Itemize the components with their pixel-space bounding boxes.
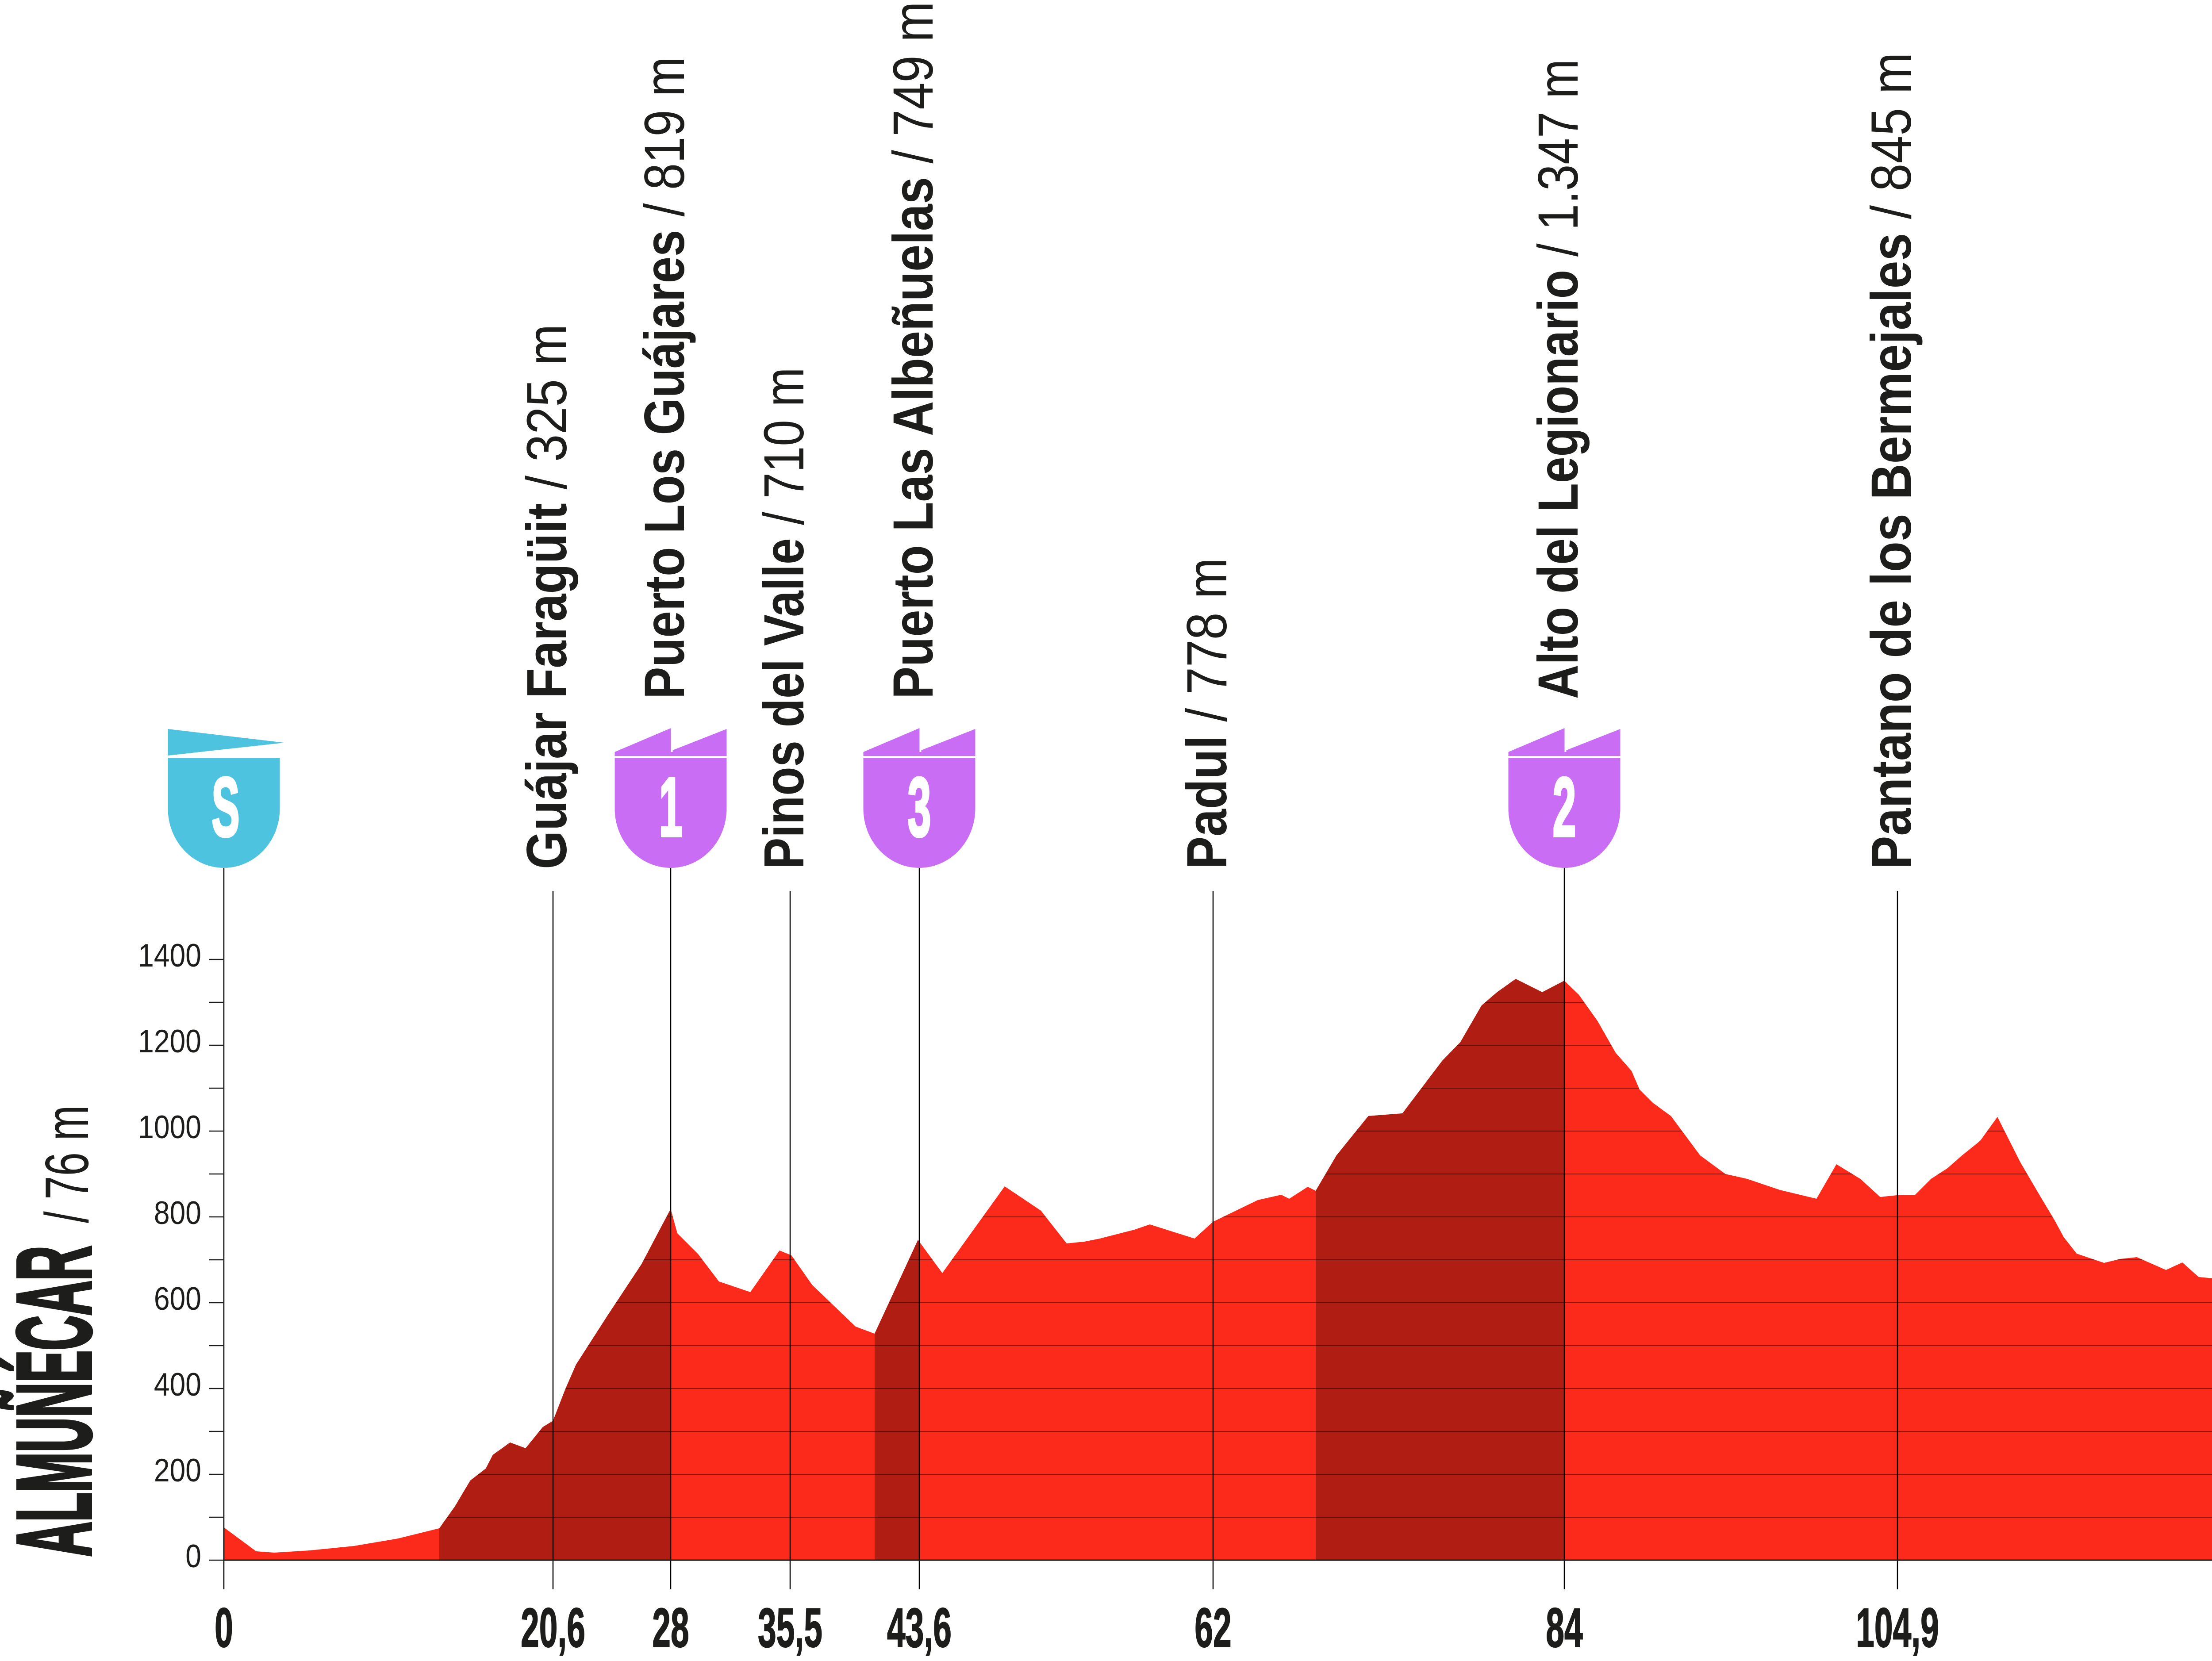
svg-text:200: 200 (154, 1452, 201, 1488)
svg-text:0: 0 (185, 1538, 201, 1574)
svg-text:Pantano de los Bermejales / 84: Pantano de los Bermejales / 845 m (1859, 52, 1923, 869)
svg-text:1000: 1000 (138, 1109, 201, 1145)
svg-text:Pinos del Valle / 710 m: Pinos del Valle / 710 m (752, 367, 815, 869)
svg-text:Alto del Legionario / 1.347 m: Alto del Legionario / 1.347 m (1527, 59, 1590, 699)
svg-text:62: 62 (1194, 1597, 1231, 1658)
svg-text:/ 76 m: / 76 m (33, 1105, 101, 1223)
svg-text:1: 1 (659, 760, 683, 854)
svg-text:1200: 1200 (138, 1023, 201, 1059)
svg-text:35,5: 35,5 (758, 1597, 822, 1658)
svg-text:400: 400 (154, 1366, 201, 1403)
svg-text:Guájar Faragüit / 325 m: Guájar Faragüit / 325 m (515, 324, 579, 869)
svg-text:ALMUÑÉCAR: ALMUÑÉCAR (0, 1246, 113, 1557)
svg-text:0: 0 (215, 1597, 233, 1658)
svg-text:Puerto Los Guájares / 819 m: Puerto Los Guájares / 819 m (634, 57, 696, 699)
svg-text:84: 84 (1546, 1597, 1582, 1658)
svg-text:Padul / 778 m: Padul / 778 m (1176, 558, 1239, 869)
svg-text:S: S (211, 760, 239, 854)
svg-text:800: 800 (154, 1195, 201, 1231)
svg-text:43,6: 43,6 (887, 1597, 952, 1658)
svg-text:104,9: 104,9 (1856, 1597, 1939, 1658)
svg-text:28: 28 (652, 1597, 689, 1658)
svg-text:2: 2 (1553, 760, 1576, 854)
svg-text:1400: 1400 (138, 937, 201, 974)
svg-text:20,6: 20,6 (521, 1597, 585, 1658)
svg-text:600: 600 (154, 1281, 201, 1317)
svg-text:3: 3 (908, 760, 931, 854)
svg-text:Puerto Las Albeñuelas / 749 m: Puerto Las Albeñuelas / 749 m (882, 1, 945, 699)
